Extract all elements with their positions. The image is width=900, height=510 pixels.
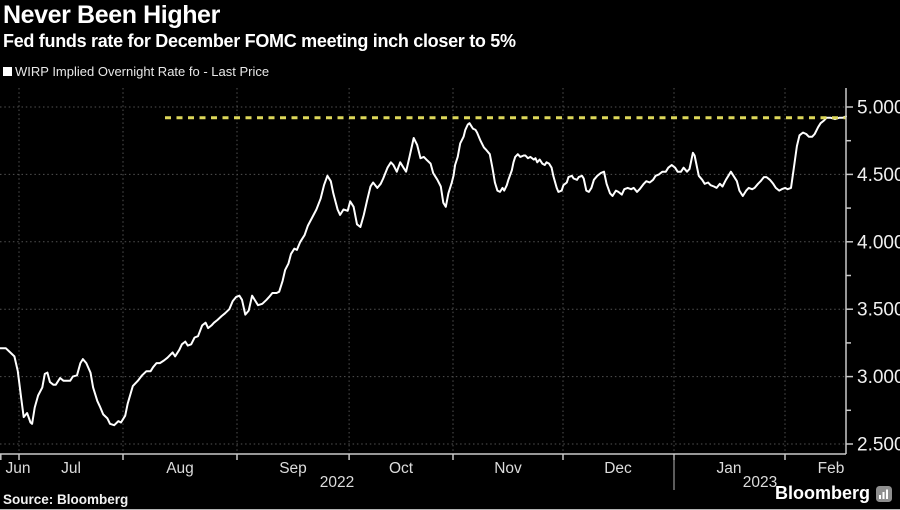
y-axis-label: 3.000 [857,367,900,388]
gridlines [0,88,846,454]
y-axis-label: 3.500 [857,300,900,321]
x-axis-month-label: Nov [494,460,522,477]
legend: WIRP Implied Overnight Rate fo - Last Pr… [3,64,269,79]
y-axis-label: 5.000 [857,98,900,119]
y-axis-label: 2.500 [857,435,900,456]
page-title: Never Been Higher [3,1,220,29]
legend-label: WIRP Implied Overnight Rate fo - Last Pr… [15,64,270,79]
chart-plot-area: 5.000 4.500 4.000 3.500 3.000 2.500 Jun Jul Aug S… [0,88,900,492]
x-axis-month-label: Feb [818,460,845,477]
series [0,115,847,427]
x-axis-month-label: Jul [61,460,81,477]
x-axis-month-label: Jun [6,460,31,477]
source-note: Source: Bloomberg [3,492,129,507]
axis-labels: 5.000 4.500 4.000 3.500 3.000 2.500 Jun Jul Aug S… [6,98,900,492]
bar-chart-icon [876,485,892,502]
price-line [0,115,847,427]
y-axis-label: 4.000 [857,232,900,253]
y-axis-label: 4.500 [857,165,900,186]
x-axis-month-label: Aug [166,460,194,477]
x-axis-month-label: Oct [389,460,414,477]
bloomberg-logo: Bloomberg [775,483,892,504]
axes [0,88,853,490]
x-axis-year-label: 2023 [743,474,777,491]
chart-subtitle: Fed funds rate for December FOMC meeting… [3,31,516,51]
x-axis-month-label: Sep [279,460,307,477]
bloomberg-wordmark: Bloomberg [774,483,870,503]
legend-swatch-icon [3,67,12,76]
x-axis-month-label: Jan [717,460,742,477]
x-axis-month-label: Dec [604,460,632,477]
x-axis-year-label: 2022 [320,474,354,491]
